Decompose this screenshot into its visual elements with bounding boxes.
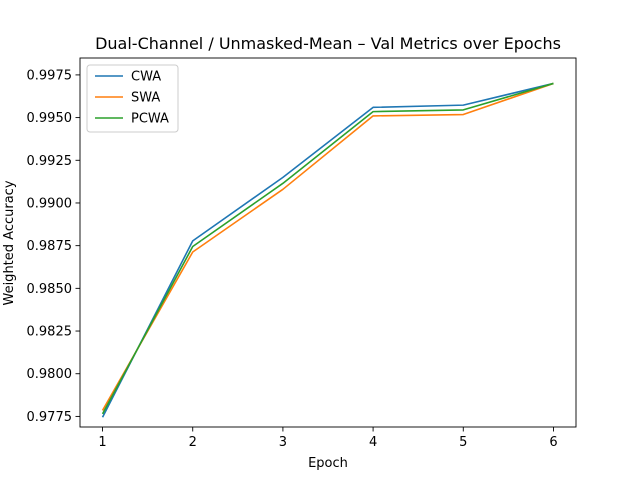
x-tick-label: 2 xyxy=(189,435,197,450)
y-tick-label: 0.9900 xyxy=(27,196,73,211)
y-tick-label: 0.9850 xyxy=(27,282,73,297)
series-line-swa xyxy=(101,82,554,411)
y-tick-label: 0.9825 xyxy=(27,325,73,340)
y-tick-label: 0.9775 xyxy=(27,410,73,425)
x-tick-label: 6 xyxy=(549,435,557,450)
y-axis-label: Weighted Accuracy xyxy=(2,180,17,305)
x-tick-label: 5 xyxy=(459,435,467,450)
y-tick-label: 0.9875 xyxy=(27,239,73,254)
legend: CWA SWA PCWA xyxy=(86,64,179,133)
axes-frame xyxy=(79,57,577,428)
x-tick-label: 4 xyxy=(369,435,377,450)
legend-label-pcwa: PCWA xyxy=(131,112,169,127)
chart-title: Dual-Channel / Unmasked-Mean – Val Metri… xyxy=(95,34,561,53)
y-tick-label: 0.9950 xyxy=(27,111,73,126)
plot-area: 1 2 3 4 5 6 0.9775 0.9800 0.9825 0.9850 0.9875 0.99… xyxy=(27,57,577,450)
x-tick-label: 3 xyxy=(279,435,287,450)
y-tick-label: 0.9975 xyxy=(27,68,73,83)
legend-box xyxy=(86,64,179,133)
series-line-pcwa xyxy=(101,82,554,415)
y-tick-label: 0.9800 xyxy=(27,367,73,382)
x-tick-label: 1 xyxy=(98,435,106,450)
series-line-cwa xyxy=(101,82,554,418)
y-tick-label: 0.9925 xyxy=(27,154,73,169)
legend-label-cwa: CWA xyxy=(131,70,161,85)
x-axis-label: Epoch xyxy=(308,456,348,471)
legend-label-swa: SWA xyxy=(131,91,160,106)
